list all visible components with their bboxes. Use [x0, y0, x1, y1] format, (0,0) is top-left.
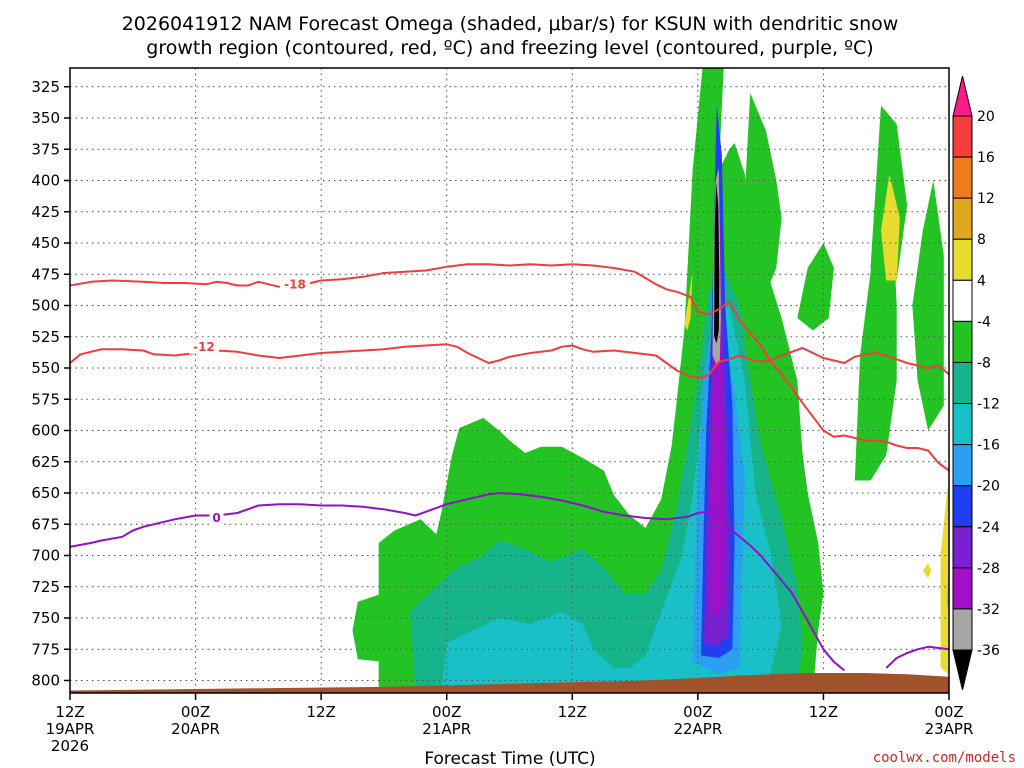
- x-tick-label-0-1: 12Z: [55, 703, 84, 721]
- isotherm-label-1: -12: [193, 340, 215, 354]
- y-tick-label-575: 575: [31, 390, 60, 408]
- isotherm-line-2: [70, 492, 846, 672]
- y-tick-label-600: 600: [31, 422, 60, 440]
- y-axis: 325 350 375 400 425 450 475 500 525 550 575 600 625 6…: [31, 78, 70, 690]
- x-tick-label-24-1: 12Z: [306, 703, 335, 721]
- omega-region-12: [710, 255, 724, 616]
- omega-region-15: [881, 174, 900, 281]
- y-tick-label-475: 475: [31, 265, 60, 283]
- gridlines: [70, 68, 949, 693]
- x-tick-label-60-1: 00Z: [683, 703, 712, 721]
- x-tick-label-12-1: 00Z: [181, 703, 210, 721]
- y-tick-label-350: 350: [31, 109, 60, 127]
- isotherm-label-0: -18: [284, 277, 306, 291]
- isotherm-line-0: [70, 263, 949, 472]
- y-tick-label-625: 625: [31, 453, 60, 471]
- y-tick-label-800: 800: [31, 672, 60, 690]
- omega-shading: [352, 68, 949, 691]
- colorbar-segment-4: [952, 279, 973, 322]
- colorbar-label-8: -16: [977, 438, 1000, 454]
- x-tick-label-84-1: 00Z: [934, 703, 963, 721]
- colorbar-label-5: -4: [977, 314, 991, 330]
- colorbar-label-12: -32: [977, 602, 1000, 618]
- y-tick-label-700: 700: [31, 547, 60, 565]
- colorbar-segment-5: [952, 320, 973, 363]
- omega-region-17: [922, 563, 932, 578]
- colorbar-segment-7: [952, 403, 973, 446]
- x-tick-label-36-1: 00Z: [432, 703, 461, 721]
- colorbar-label-6: -8: [977, 355, 991, 371]
- colorbar-label-9: -20: [977, 479, 1000, 495]
- omega-region-16: [684, 268, 693, 331]
- colorbar-bottom-triangle: [952, 649, 973, 691]
- colorbar-label-11: -28: [977, 561, 1000, 577]
- plot-area: -18 -12 0: [70, 68, 949, 693]
- x-tick-label-84-2: 23APR: [925, 720, 974, 738]
- colorbar-segment-11: [952, 567, 973, 610]
- y-tick-label-650: 650: [31, 484, 60, 502]
- y-tick-label-400: 400: [31, 172, 60, 190]
- terrain: [70, 673, 949, 693]
- y-tick-label-675: 675: [31, 515, 60, 533]
- colorbar-segment-2: [952, 197, 973, 240]
- x-tick-label-48-1: 12Z: [558, 703, 587, 721]
- colorbar-segment-6: [952, 361, 973, 405]
- colorbar-label-4: 4: [977, 273, 986, 289]
- x-tick-label-72-1: 12Z: [809, 703, 838, 721]
- colorbar-label-0: 20: [977, 109, 995, 125]
- colorbar-segment-8: [952, 444, 973, 487]
- isotherm-contours: -18 -12 0: [70, 263, 949, 672]
- colorbar-segment-0: [952, 115, 973, 158]
- colorbar: 20 16 12 8 4 -4 -8 -12 -16 -20 -24 -28 -32 -36: [952, 75, 1000, 691]
- chart-title-line1: 2026041912 NAM Forecast Omega (shaded, μ…: [122, 13, 899, 35]
- isotherm-label-bg-2: [209, 510, 224, 525]
- y-tick-label-325: 325: [31, 78, 60, 96]
- x-tick-label-0-2: 19APR: [46, 720, 95, 738]
- y-tick-label-425: 425: [31, 203, 60, 221]
- isotherm-label-bg-1: [188, 338, 219, 354]
- x-axis-title: Forecast Time (UTC): [424, 749, 595, 768]
- y-tick-label-725: 725: [31, 578, 60, 596]
- colorbar-segment-9: [952, 485, 973, 528]
- colorbar-segment-10: [952, 526, 973, 569]
- y-tick-label-550: 550: [31, 359, 60, 377]
- isotherm-label-bg-0: [279, 276, 310, 292]
- colorbar-segment-3: [952, 238, 973, 281]
- colorbar-label-7: -12: [977, 397, 1000, 413]
- omega-region-14: [714, 183, 720, 343]
- colorbar-top-triangle: [952, 75, 973, 117]
- isotherm-label-2: 0: [212, 511, 220, 525]
- y-tick-label-500: 500: [31, 297, 60, 315]
- colorbar-segment-12: [952, 608, 973, 651]
- x-tick-label-0-3: 2026: [51, 737, 89, 755]
- terrain-fill: [70, 673, 949, 693]
- y-tick-label-525: 525: [31, 328, 60, 346]
- isotherm-line-1: [70, 343, 949, 379]
- x-tick-label-60-2: 22APR: [673, 720, 722, 738]
- isotherm-line-3: [885, 645, 949, 669]
- credit-text: coolwx.com/models: [873, 750, 1016, 766]
- y-tick-label-375: 375: [31, 140, 60, 158]
- colorbar-label-1: 16: [977, 150, 995, 166]
- colorbar-label-2: 12: [977, 191, 995, 207]
- colorbar-label-3: 8: [977, 232, 986, 248]
- chart-title-line2: growth region (contoured, red, ºC) and f…: [146, 37, 873, 59]
- omega-region-3: [797, 243, 834, 331]
- omega-region-18: [940, 480, 949, 675]
- omega-region-2: [734, 93, 782, 328]
- y-tick-label-775: 775: [31, 640, 60, 658]
- x-tick-label-36-2: 21APR: [422, 720, 471, 738]
- plot-frame: [69, 67, 950, 694]
- y-tick-label-450: 450: [31, 234, 60, 252]
- x-tick-label-12-2: 20APR: [171, 720, 220, 738]
- colorbar-label-10: -24: [977, 520, 1000, 536]
- colorbar-label-13: -36: [977, 643, 1000, 659]
- colorbar-segment-1: [952, 156, 973, 199]
- y-tick-label-750: 750: [31, 609, 60, 627]
